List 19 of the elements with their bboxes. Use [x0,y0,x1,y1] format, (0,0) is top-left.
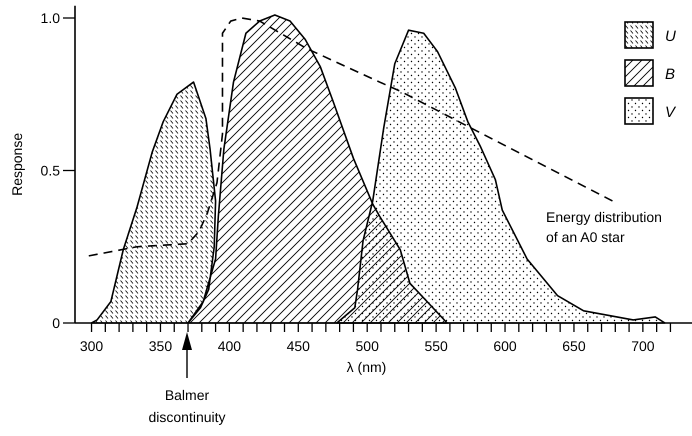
x-tick-label: 650 [562,338,586,354]
x-tick-label: 450 [286,338,310,354]
text: Balmer discontinuity [148,387,226,425]
x-axis-title: λ (nm) [346,359,386,375]
x-tick-label: 700 [631,338,655,354]
x-tick-label: 500 [356,338,380,354]
legend-label: V [665,104,677,121]
x-tick-label: 550 [424,338,448,354]
annotation: Energy distribution of an A0 star [546,209,662,245]
legend-label: B [665,66,676,83]
x-tick-label: 400 [218,338,242,354]
x-tick-label: 300 [80,338,104,354]
x-tick-label: 350 [148,338,172,354]
legend-label: U [665,28,676,45]
x-tick-label: 600 [493,338,517,354]
y-tick-label: 1.0 [40,10,60,26]
y-tick-label: 0 [52,315,60,331]
y-tick-label: 0.5 [40,162,60,178]
y-axis-title: Response [9,132,25,196]
